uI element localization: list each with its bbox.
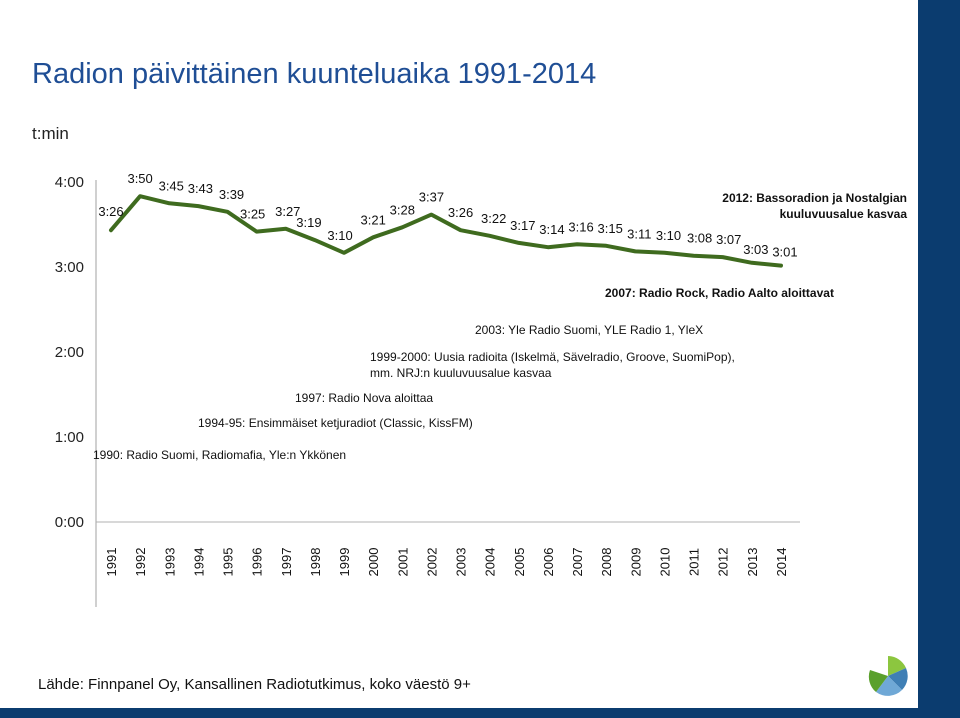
data-label: 3:37 (419, 190, 444, 205)
data-label: 3:25 (240, 207, 265, 222)
x-tick-label: 2010 (657, 548, 672, 577)
x-tick-label: 1995 (221, 548, 236, 577)
annotation-text-line2: mm. NRJ:n kuuluvuusalue kasvaa (370, 366, 552, 380)
data-label: 3:50 (127, 171, 152, 186)
unit-label: t:min (32, 124, 69, 143)
data-label: 3:08 (687, 231, 712, 246)
annotation-text: 2003: Yle Radio Suomi, YLE Radio 1, YleX (475, 323, 703, 337)
data-label: 3:43 (188, 181, 213, 196)
x-tick-label: 1998 (308, 548, 323, 577)
x-tick-label: 1997 (279, 548, 294, 577)
y-tick-label: 0:00 (55, 514, 84, 531)
data-label: 3:22 (481, 211, 506, 226)
data-label: 3:19 (296, 215, 321, 230)
data-label: 3:39 (219, 187, 244, 202)
data-label: 3:10 (656, 228, 681, 243)
finnpanel-logo-icon (868, 656, 908, 696)
line-chart: 0:00 1:00 2:00 3:00 4:00 1991 1992 1993 1994 1995… (55, 171, 908, 607)
y-tick-label: 2:00 (55, 344, 84, 361)
annotation-text: 1997: Radio Nova aloittaa (295, 391, 433, 405)
data-label: 3:11 (627, 226, 651, 241)
data-label: 3:45 (159, 178, 184, 193)
x-tick-label: 2013 (745, 548, 760, 577)
x-tick-label: 2008 (599, 548, 614, 577)
data-label: 3:10 (327, 228, 352, 243)
data-label: 3:17 (510, 218, 535, 233)
data-label: 3:16 (568, 219, 593, 234)
x-tick-label: 2001 (395, 548, 410, 577)
bottom-frame-bar (0, 708, 918, 718)
x-tick-label: 2003 (454, 548, 469, 577)
x-tick-label: 2006 (541, 548, 556, 577)
data-label: 3:01 (772, 245, 797, 260)
x-tick-label: 2009 (628, 548, 643, 577)
x-tick-label: 2012 (716, 548, 731, 577)
annotation-text: 1999-2000: Uusia radioita (Iskelmä, Säve… (370, 350, 735, 364)
x-tick-label: 1994 (191, 548, 206, 577)
source-note: Lähde: Finnpanel Oy, Kansallinen Radiotu… (38, 676, 471, 693)
x-tick-label: 2005 (512, 548, 527, 577)
x-tick-label: 2011 (687, 548, 702, 576)
right-frame-bar (918, 0, 960, 718)
data-label: 3:27 (275, 204, 300, 219)
annotation-text: 2012: Bassoradion ja Nostalgian (722, 191, 907, 205)
annotation-text-line2: kuuluvuusalue kasvaa (780, 207, 908, 221)
data-label: 3:15 (598, 221, 623, 236)
annotation-text: 1990: Radio Suomi, Radiomafia, Yle:n Ykk… (93, 448, 346, 462)
x-tick-label: 1999 (337, 548, 352, 577)
x-tick-label: 2014 (774, 548, 789, 577)
x-tick-label: 1991 (104, 548, 119, 577)
y-tick-label: 3:00 (55, 259, 84, 276)
x-tick-label: 2000 (366, 548, 381, 577)
y-tick-label: 1:00 (55, 429, 84, 446)
data-label: 3:03 (743, 242, 768, 257)
listening-time-line (109, 194, 783, 268)
x-tick-label: 2007 (570, 548, 585, 577)
data-label: 3:28 (390, 202, 415, 217)
data-label: 3:21 (361, 212, 386, 227)
annotation-text: 2007: Radio Rock, Radio Aalto aloittavat (605, 286, 834, 300)
annotation-text: 1994-95: Ensimmäiset ketjuradiot (Classi… (198, 416, 473, 430)
x-tick-label: 1993 (162, 548, 177, 577)
data-label: 3:07 (716, 232, 741, 247)
x-tick-label: 1996 (250, 548, 265, 577)
data-label: 3:26 (448, 205, 473, 220)
x-tick-label: 2004 (483, 548, 498, 577)
x-tick-label: 2002 (424, 548, 439, 577)
y-tick-label: 4:00 (55, 174, 84, 191)
x-tick-label: 1992 (133, 548, 148, 577)
data-label: 3:26 (98, 204, 123, 219)
chart-title: Radion päivittäinen kuunteluaika 1991-20… (32, 58, 597, 90)
data-label: 3:14 (539, 222, 564, 237)
